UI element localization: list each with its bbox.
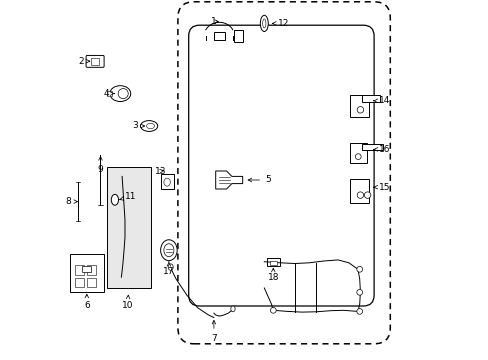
Ellipse shape: [140, 121, 158, 131]
Text: 17: 17: [163, 262, 174, 276]
Text: 1: 1: [211, 17, 218, 26]
Bar: [75, 278, 84, 287]
Ellipse shape: [160, 240, 177, 261]
FancyBboxPatch shape: [178, 2, 389, 344]
Bar: [106, 167, 151, 288]
Text: 13: 13: [155, 166, 166, 175]
Bar: [233, 30, 242, 42]
Bar: [82, 266, 91, 272]
Bar: [106, 91, 112, 96]
Circle shape: [356, 266, 362, 272]
Circle shape: [364, 192, 370, 198]
Bar: [87, 265, 96, 275]
Bar: [349, 179, 368, 203]
Bar: [349, 95, 368, 117]
PathPatch shape: [215, 171, 242, 189]
Bar: [269, 261, 276, 265]
Circle shape: [356, 289, 362, 295]
Ellipse shape: [262, 19, 265, 28]
FancyBboxPatch shape: [86, 55, 104, 67]
Circle shape: [118, 89, 128, 99]
Ellipse shape: [110, 86, 130, 102]
Bar: [160, 174, 173, 189]
Circle shape: [356, 107, 363, 113]
Text: 11: 11: [120, 192, 137, 201]
Text: 8: 8: [65, 197, 77, 206]
Text: 7: 7: [211, 320, 216, 343]
Ellipse shape: [111, 194, 118, 205]
Ellipse shape: [146, 123, 154, 129]
Bar: [361, 95, 380, 102]
Text: 4: 4: [103, 89, 114, 98]
Text: 6: 6: [84, 294, 89, 310]
Ellipse shape: [260, 15, 268, 31]
Text: 10: 10: [122, 295, 133, 310]
Circle shape: [355, 154, 361, 159]
Text: 9: 9: [98, 157, 103, 174]
Text: 2: 2: [78, 57, 89, 66]
Text: 18: 18: [267, 268, 279, 282]
Ellipse shape: [163, 178, 170, 186]
Text: 15: 15: [373, 183, 390, 192]
Text: 12: 12: [272, 19, 289, 28]
Bar: [75, 265, 84, 275]
Text: 16: 16: [373, 145, 390, 154]
Bar: [87, 278, 96, 287]
Ellipse shape: [168, 264, 173, 270]
Bar: [266, 258, 279, 266]
Text: 5: 5: [247, 175, 270, 184]
Bar: [213, 32, 224, 40]
Bar: [91, 58, 99, 65]
Circle shape: [270, 307, 276, 313]
Circle shape: [356, 192, 363, 198]
Bar: [349, 143, 366, 163]
Bar: [361, 144, 382, 150]
Bar: [69, 254, 103, 292]
Text: 14: 14: [373, 96, 390, 105]
Ellipse shape: [163, 244, 174, 257]
Text: 3: 3: [132, 122, 144, 130]
Ellipse shape: [230, 306, 235, 312]
Circle shape: [356, 309, 362, 314]
